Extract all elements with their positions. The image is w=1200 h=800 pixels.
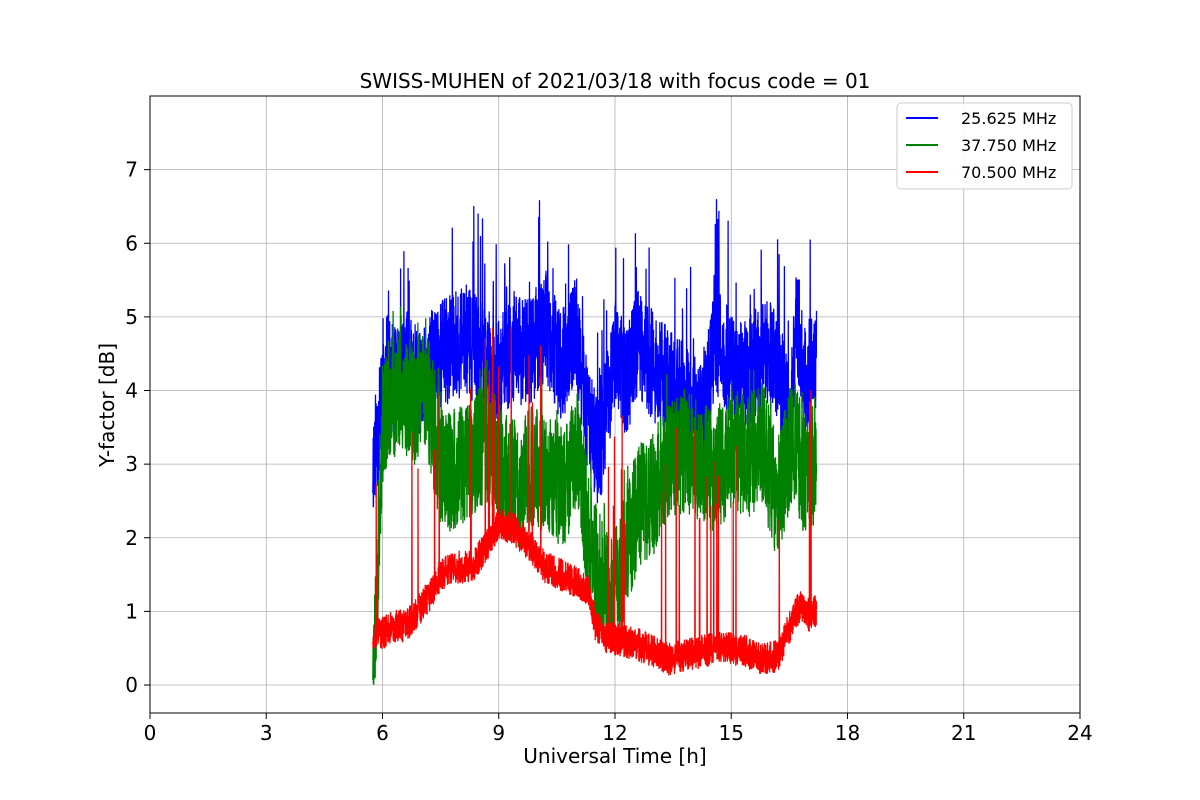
legend-label-70: 70.500 MHz — [961, 163, 1056, 182]
x-tick-label: 3 — [260, 721, 273, 745]
x-tick-label: 18 — [835, 721, 860, 745]
plot-area — [372, 198, 818, 685]
legend-box — [896, 102, 1073, 190]
series-line-2 — [372, 306, 818, 685]
legend: 25.625 MHz 37.750 MHz 70.500 MHz — [896, 102, 1073, 190]
legend-label-37: 37.750 MHz — [961, 136, 1056, 155]
x-axis-title: Universal Time [h] — [523, 744, 706, 768]
x-tick-label: 15 — [719, 721, 744, 745]
series-line-1 — [372, 198, 818, 508]
y-tick-label: 1 — [125, 599, 138, 623]
x-tick-label: 24 — [1067, 721, 1092, 745]
series-line-3 — [372, 326, 818, 676]
chart-title: SWISS-MUHEN of 2021/03/18 with focus cod… — [360, 69, 871, 93]
y-tick-label: 6 — [125, 231, 138, 255]
x-tick-label: 12 — [602, 721, 627, 745]
legend-label-25: 25.625 MHz — [961, 109, 1056, 128]
x-tick-label: 21 — [951, 721, 976, 745]
x-tick-label: 9 — [492, 721, 505, 745]
x-tick-label: 6 — [376, 721, 389, 745]
y-tick-label: 4 — [125, 379, 138, 403]
y-axis: 0 1 2 3 4 5 6 7 — [125, 158, 150, 697]
y-tick-label: 5 — [125, 305, 138, 329]
x-tick-label: 0 — [144, 721, 157, 745]
y-tick-label: 0 — [125, 673, 138, 697]
y-tick-label: 3 — [125, 452, 138, 476]
y-axis-title: Y-factor [dB] — [95, 343, 119, 468]
x-axis: 0 3 6 9 12 15 18 21 24 — [144, 713, 1093, 745]
y-tick-label: 7 — [125, 158, 138, 182]
y-tick-label: 2 — [125, 526, 138, 550]
